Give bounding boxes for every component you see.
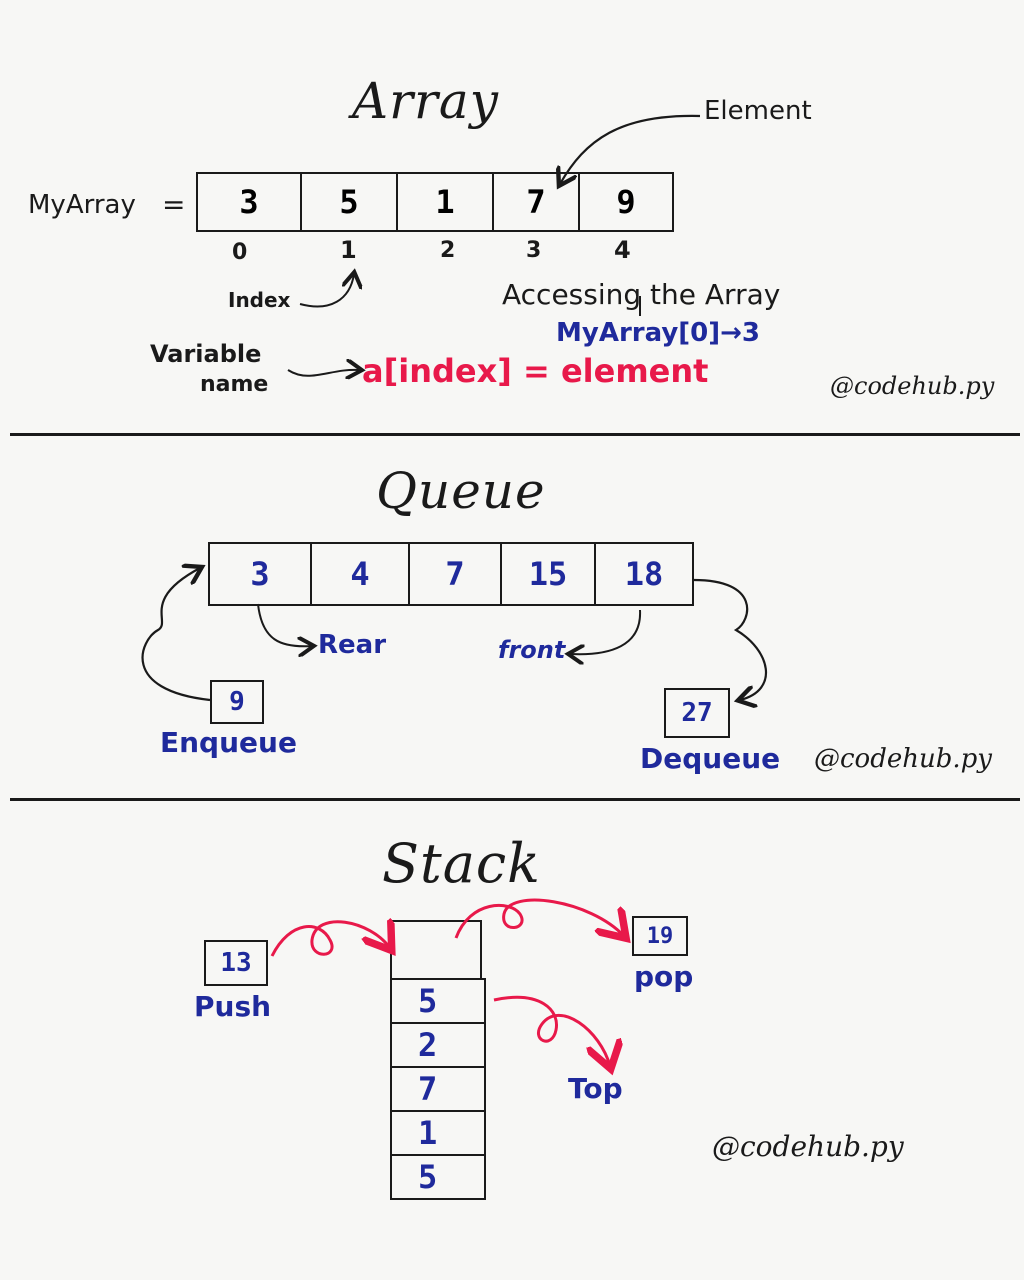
element-label: Element xyxy=(704,96,812,126)
section-divider xyxy=(10,433,1020,436)
watermark: @codehub.py xyxy=(830,372,995,400)
stack-cell: 5 xyxy=(392,978,484,1022)
array-cell: 5 xyxy=(302,174,398,230)
queue-cell: 15 xyxy=(502,544,596,604)
stack-cell: 2 xyxy=(392,1022,484,1066)
push-label: Push xyxy=(194,990,272,1023)
rear-label: Rear xyxy=(318,630,387,660)
front-arrow xyxy=(570,609,642,654)
stack-cells: 5 2 7 1 5 xyxy=(390,978,486,1200)
variable-arrow xyxy=(287,370,360,376)
array-cell: 1 xyxy=(398,174,494,230)
pop-box: 19 xyxy=(632,916,688,956)
array-title: Array xyxy=(352,72,499,130)
queue-cell: 18 xyxy=(624,555,664,593)
array-index: 2 xyxy=(440,238,456,263)
array-variable-name: MyArray xyxy=(28,190,136,220)
index-arrow xyxy=(299,274,354,308)
array-cell: 7 xyxy=(494,174,580,230)
queue-title: Queue xyxy=(376,462,546,520)
push-arrow xyxy=(270,922,390,957)
array-index: 3 xyxy=(526,238,542,263)
top-label: Top xyxy=(568,1072,623,1105)
accessing-label: Accessing the Array xyxy=(502,278,781,311)
access-example: MyArray[0]→3 xyxy=(556,318,761,348)
rear-arrow xyxy=(257,603,312,646)
array-cells: 3 5 1 7 9 xyxy=(196,172,674,232)
array-index: 4 xyxy=(614,236,631,264)
watermark: @codehub.py xyxy=(814,744,992,774)
array-cell: 3 xyxy=(198,174,302,230)
stack-cell: 1 xyxy=(392,1110,484,1154)
queue-cell: 7 xyxy=(410,544,502,604)
dequeue-arrow xyxy=(693,578,767,700)
variable-label: Variable xyxy=(150,340,262,368)
queue-cells: 3 4 7 15 18 xyxy=(208,542,694,606)
section-divider xyxy=(10,798,1020,801)
index-label: Index xyxy=(228,288,291,312)
array-syntax: a[index] = element xyxy=(362,352,709,390)
stack-title: Stack xyxy=(382,832,541,895)
dequeue-box: 27 xyxy=(664,688,730,738)
watermark: @codehub.py xyxy=(712,1130,904,1163)
stack-cell: 7 xyxy=(392,1066,484,1110)
front-label: front xyxy=(498,636,566,664)
enqueue-arrow xyxy=(141,568,211,702)
push-box: 13 xyxy=(204,940,268,986)
queue-cell: 4 xyxy=(312,544,410,604)
top-arrow xyxy=(493,995,610,1066)
array-cell: 9 xyxy=(616,183,636,221)
stack-cell: 5 xyxy=(392,1154,484,1198)
variable-label-name: name xyxy=(200,372,269,397)
enqueue-label: Enqueue xyxy=(160,726,297,759)
queue-cell: 3 xyxy=(210,544,312,604)
pop-label: pop xyxy=(634,960,694,993)
array-index: 1 xyxy=(340,236,357,264)
pop-arrow xyxy=(454,898,624,938)
equals-sign: = xyxy=(162,188,186,221)
dequeue-label: Dequeue xyxy=(640,742,781,775)
enqueue-box: 9 xyxy=(210,680,264,724)
array-index: 0 xyxy=(232,240,248,265)
element-arrow xyxy=(560,114,701,184)
